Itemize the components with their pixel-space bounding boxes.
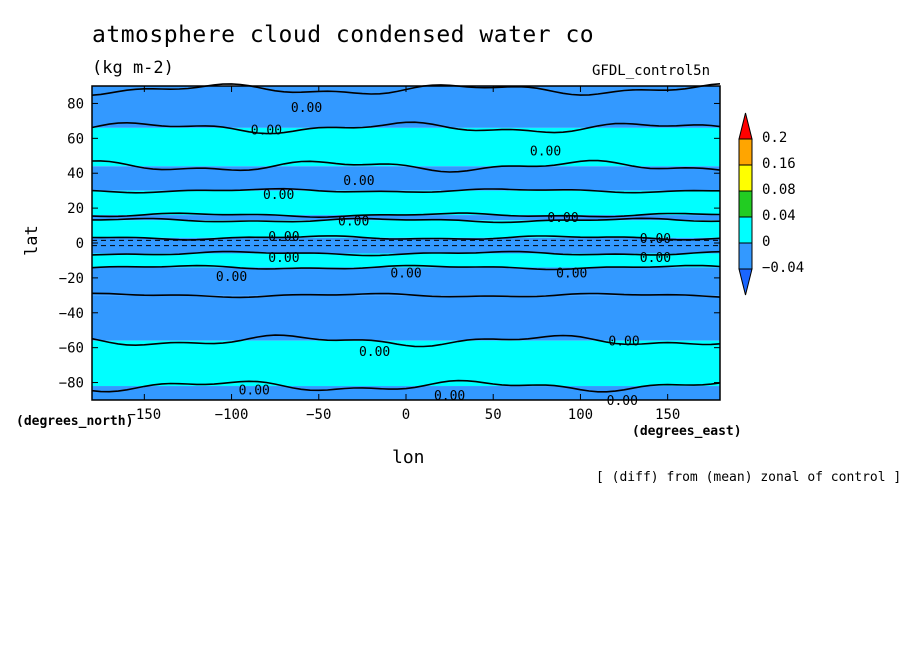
chart-note: [ (diff) from (mean) zonal of control ]: [596, 470, 902, 485]
contour-label-18: 0.00: [607, 394, 638, 409]
contour-label-13: 0.00: [556, 267, 587, 282]
y-tick-label-5: −20: [59, 271, 84, 287]
contour-line-11: [91, 379, 721, 393]
colorbar-label-1: 0.16: [762, 156, 796, 172]
colorbar-label-5: −0.04: [762, 260, 804, 276]
colorbar-label-3: 0.04: [762, 208, 796, 224]
contour-label-10: 0.00: [640, 251, 671, 266]
contour-line-6: [91, 235, 721, 241]
colorbar-label-2: 0.08: [762, 182, 796, 198]
y-tick-label-4: 0: [76, 236, 84, 252]
band-11: [92, 340, 720, 387]
contour-label-11: 0.00: [216, 270, 247, 285]
band-2: [92, 127, 720, 167]
x-tick-label-5: 100: [568, 407, 593, 423]
x-tick-label-6: 150: [655, 407, 680, 423]
x-axis-units: (degrees_east): [632, 424, 742, 439]
contour-label-14: 0.00: [608, 335, 639, 350]
x-axis-label: lon: [392, 447, 425, 468]
chart-source: GFDL_control5n: [592, 63, 711, 79]
contour-line-8: [91, 264, 721, 271]
band-10: [92, 295, 720, 341]
contour-label-5: 0.00: [338, 214, 369, 229]
y-tick-label-8: −80: [59, 376, 84, 392]
colorbar-segment-1: [738, 138, 753, 166]
band-8: [92, 253, 720, 268]
colorbar-label-4: 0: [762, 234, 770, 250]
colorbar-segment-0: [738, 112, 753, 140]
y-tick-label-1: 60: [67, 131, 84, 147]
contour-label-1: 0.00: [251, 124, 282, 139]
colorbar-segment-3: [738, 190, 753, 218]
chart-units: (kg m-2): [92, 58, 174, 78]
band-4: [92, 190, 720, 216]
y-tick-label-3: 20: [67, 201, 84, 217]
contour-label-7: 0.00: [268, 230, 299, 245]
contour-label-0: 0.00: [291, 101, 322, 116]
colorbar-segment-4: [738, 216, 753, 244]
colorbar-segment-5: [738, 242, 753, 270]
y-tick-label-2: 40: [67, 166, 84, 182]
band-3: [92, 166, 720, 191]
y-tick-label-6: −40: [59, 306, 84, 322]
x-tick-label-0: −150: [127, 407, 161, 423]
contour-line-3: [91, 187, 720, 194]
contour-label-8: 0.00: [640, 232, 671, 247]
band-5: [92, 215, 720, 221]
contour-line-9: [91, 292, 721, 299]
x-tick-label-1: −100: [215, 407, 249, 423]
contour-label-12: 0.00: [390, 267, 421, 282]
contour-line-1: [91, 121, 721, 135]
contour-line-10: [91, 334, 721, 348]
y-tick-label-0: 80: [67, 96, 84, 112]
y-tick-label-7: −60: [59, 341, 84, 357]
band-9: [92, 267, 720, 296]
band-12: [92, 386, 720, 400]
band-1: [92, 89, 720, 128]
contour-label-3: 0.00: [343, 174, 374, 189]
chart-title: atmosphere cloud condensed water co: [92, 22, 595, 48]
contour-label-4: 0.00: [263, 188, 294, 203]
y-axis-units: (degrees_north): [16, 414, 134, 429]
contour-line-7: [91, 250, 721, 257]
colorbar-segment-6: [738, 268, 753, 296]
contour-label-15: 0.00: [359, 345, 390, 360]
contour-line-4: [91, 212, 721, 219]
x-tick-label-4: 50: [485, 407, 502, 423]
x-tick-label-2: −50: [306, 407, 331, 423]
contour-label-6: 0.00: [547, 211, 578, 226]
contour-label-2: 0.00: [530, 145, 561, 160]
contour-label-16: 0.00: [239, 384, 270, 399]
contour-label-9: 0.00: [268, 251, 299, 266]
x-tick-label-3: 0: [402, 407, 410, 423]
band-7: [92, 237, 720, 254]
colorbar-segment-2: [738, 164, 753, 192]
contour-line-5: [92, 217, 721, 224]
band-6: [92, 220, 720, 238]
colorbar-label-0: 0.2: [762, 130, 787, 146]
contour-label-17: 0.00: [434, 389, 465, 404]
contour-line-2: [91, 159, 721, 173]
